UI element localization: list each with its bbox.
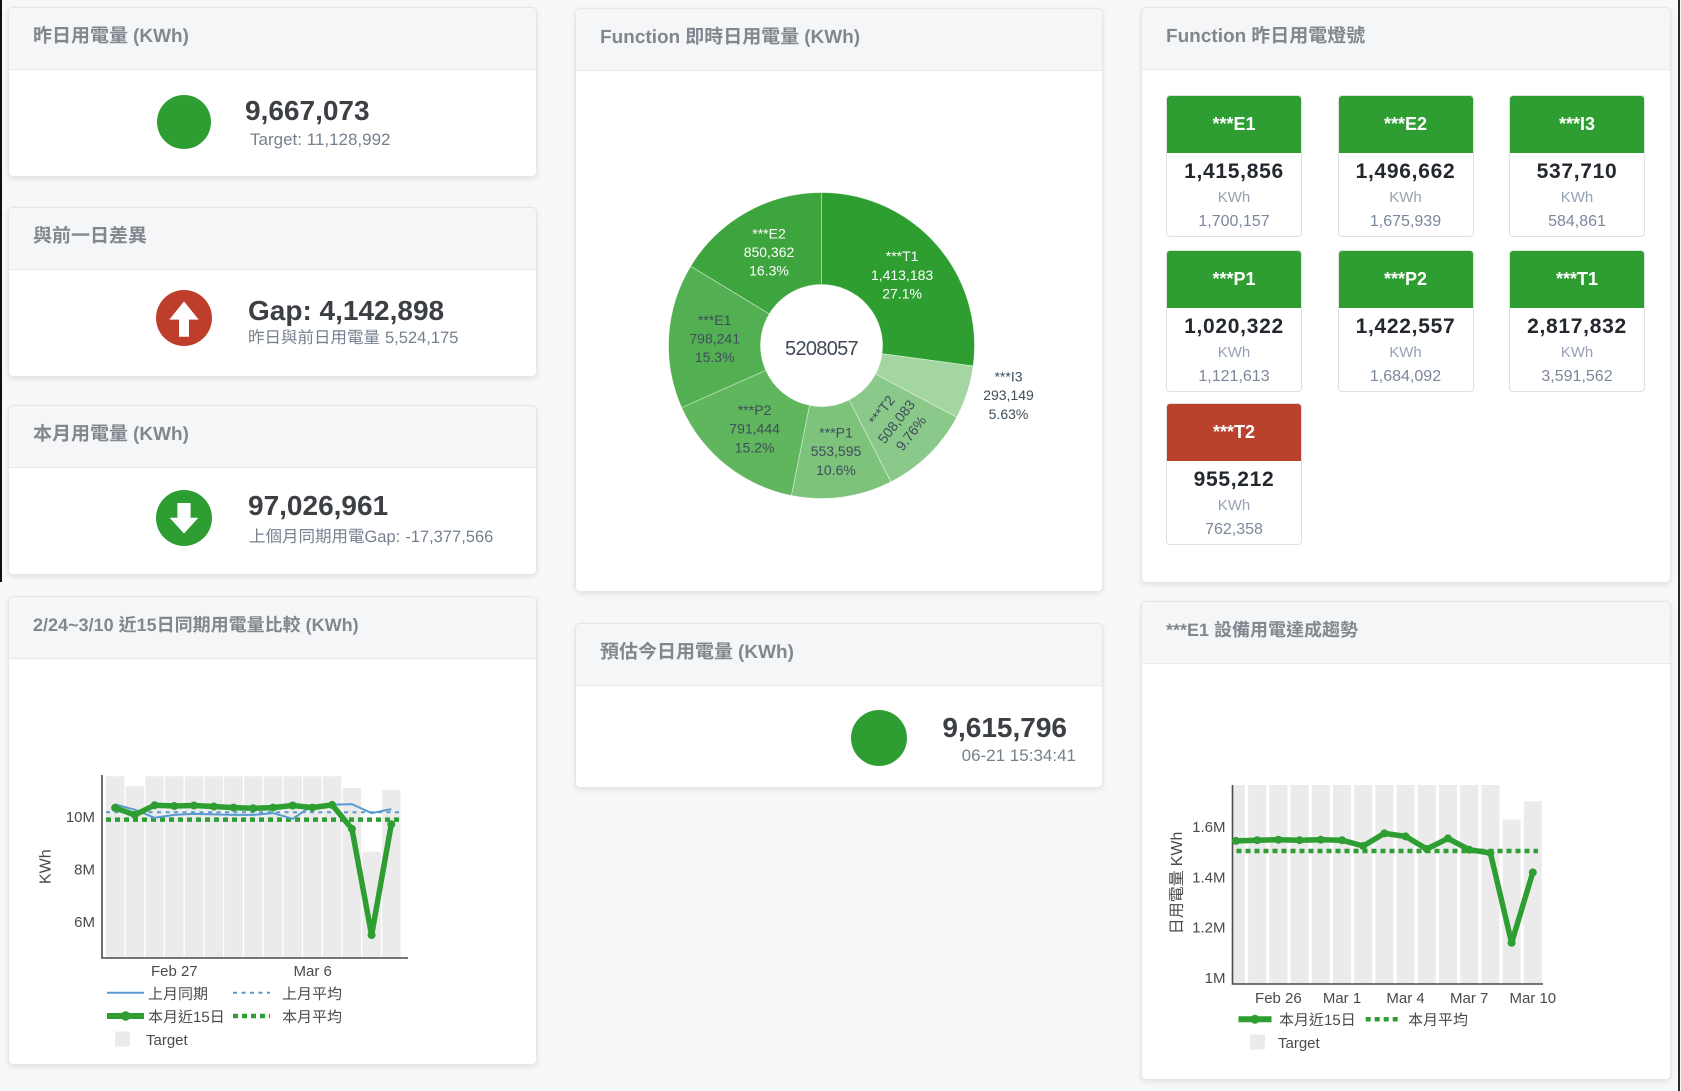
svg-text:KWh: KWh [38,849,55,884]
svg-text:1.4M: 1.4M [1192,869,1225,886]
svg-text:***I3: ***I3 [994,369,1022,385]
svg-text:***T1: ***T1 [886,248,919,264]
svg-text:16.3%: 16.3% [749,263,789,279]
svg-text:791,444: 791,444 [729,421,780,437]
svg-text:Target: Target [146,1032,189,1049]
svg-text:8M: 8M [74,862,95,879]
svg-text:5.63%: 5.63% [989,406,1029,422]
svg-text:***P1: ***P1 [819,425,853,441]
svg-text:15.2%: 15.2% [735,439,775,455]
svg-text:15.3%: 15.3% [695,349,735,365]
svg-text:27.1%: 27.1% [882,285,922,301]
svg-text:798,241: 798,241 [689,330,740,346]
svg-text:6M: 6M [74,914,95,931]
svg-text:Mar 1: Mar 1 [1323,990,1361,1007]
svg-text:5208057: 5208057 [785,338,859,360]
svg-text:Mar 6: Mar 6 [294,963,332,980]
svg-text:10.6%: 10.6% [816,462,856,478]
svg-text:***E1: ***E1 [698,312,732,328]
svg-text:Mar 4: Mar 4 [1386,990,1424,1007]
svg-text:Mar 10: Mar 10 [1509,990,1556,1007]
svg-text:***P2: ***P2 [738,402,772,418]
svg-text:293,149: 293,149 [983,387,1034,403]
svg-text:1M: 1M [1205,970,1226,987]
svg-text:Feb 26: Feb 26 [1255,990,1302,1007]
svg-text:1,413,183: 1,413,183 [871,267,933,283]
svg-text:Feb 27: Feb 27 [151,963,198,980]
svg-text:Target: Target [1278,1035,1321,1052]
svg-text:850,362: 850,362 [744,244,795,260]
svg-text:Mar 7: Mar 7 [1450,990,1488,1007]
svg-text:553,595: 553,595 [811,443,862,459]
svg-text:1.6M: 1.6M [1192,819,1225,836]
svg-text:1.2M: 1.2M [1192,920,1225,937]
svg-text:10M: 10M [66,809,95,826]
svg-text:***E2: ***E2 [752,225,786,241]
